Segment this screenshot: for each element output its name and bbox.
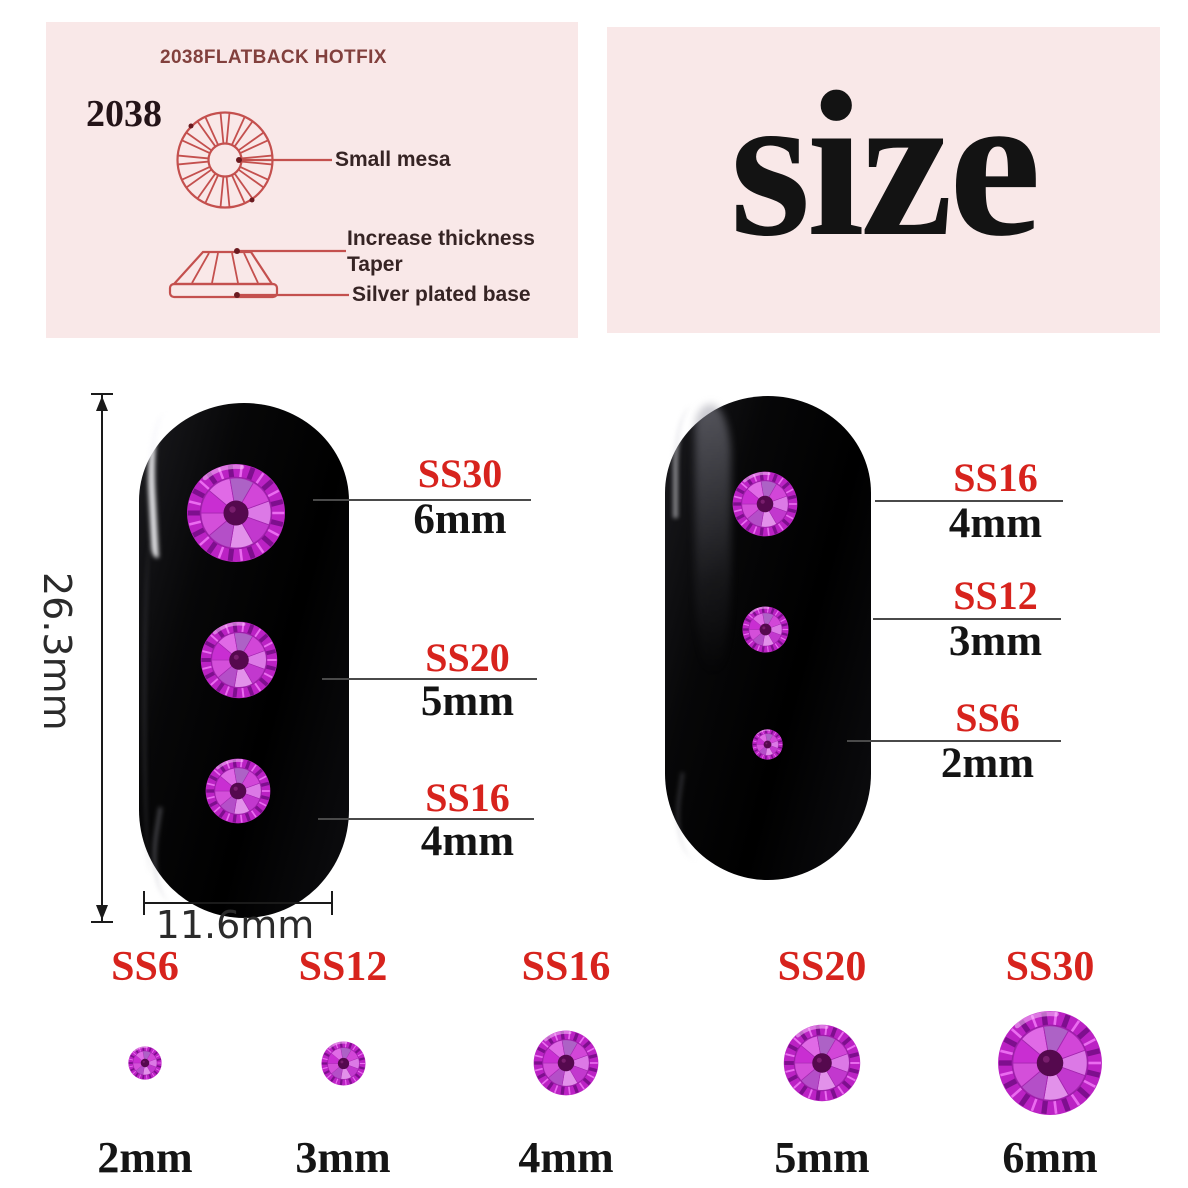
ss-size-label: SS6 xyxy=(111,944,179,990)
mm-size-label: 4mm xyxy=(948,500,1043,547)
mm-size-label: 6mm xyxy=(1002,1133,1098,1182)
ss-size-label: SS12 xyxy=(953,573,1038,618)
nail-highlight xyxy=(143,543,158,873)
small-mesa-label: Small mesa xyxy=(335,148,451,171)
nail-highlight xyxy=(673,406,706,518)
callout-line xyxy=(322,678,537,680)
mm-size-label: 3mm xyxy=(948,618,1043,665)
callout-line xyxy=(875,500,1063,502)
nail-highlight xyxy=(695,404,731,674)
mm-size-label: 3mm xyxy=(295,1133,391,1182)
ss-size-label: SS16 xyxy=(521,944,611,990)
callout-line xyxy=(318,818,534,820)
callout-line xyxy=(873,618,1061,620)
rhinestone-gem xyxy=(533,1030,599,1096)
mm-size-label: 2mm xyxy=(97,1133,193,1182)
diagram-dots xyxy=(188,123,255,298)
nail-width-label: 11.6mm xyxy=(155,903,315,947)
ss-size-label: SS6 xyxy=(955,695,1020,740)
mm-size-label: 2mm xyxy=(940,740,1035,787)
side-view-facet-lines xyxy=(191,252,259,284)
wheel-spokes xyxy=(178,113,272,207)
rhinestone-gem xyxy=(997,1010,1103,1116)
mm-size-label: 4mm xyxy=(420,818,515,865)
model-number: 2038 xyxy=(86,93,162,135)
increase-thickness-label: Increase thickness xyxy=(347,227,535,250)
side-view-base-slab xyxy=(168,282,279,299)
nail-highlight xyxy=(669,772,724,863)
rhinestone-gem xyxy=(320,1040,366,1086)
ss-size-label: SS30 xyxy=(417,451,503,496)
ss-size-label: SS20 xyxy=(425,635,510,680)
silver-plated-base-label: Silver plated base xyxy=(352,283,531,306)
flatback-diagram-svg xyxy=(168,111,349,299)
ss-size-label: SS12 xyxy=(298,944,388,990)
size-heading-panel: size xyxy=(607,27,1160,333)
panel-title: 2038FLATBACK HOTFIX xyxy=(160,47,387,68)
side-view-crown xyxy=(171,250,275,286)
nail-height-label: 26.3mm xyxy=(35,572,79,731)
mm-size-label: 6mm xyxy=(413,496,507,543)
rhinestone-gem xyxy=(128,1046,162,1080)
mm-size-label: 5mm xyxy=(774,1133,870,1182)
mm-size-label: 4mm xyxy=(518,1133,614,1182)
mm-size-label: 5mm xyxy=(420,678,515,725)
rhinestone-gem xyxy=(783,1024,861,1102)
ss-size-label: SS20 xyxy=(777,944,867,990)
ss-size-label: SS16 xyxy=(425,775,510,820)
callout-line xyxy=(313,499,531,501)
dimension-line xyxy=(143,902,333,904)
nail-highlight xyxy=(144,806,204,906)
ss-size-label: SS16 xyxy=(953,455,1038,500)
right-nail xyxy=(665,396,871,880)
size-heading: size xyxy=(729,48,1041,279)
flatback-diagram-panel: 2038FLATBACK HOTFIX 2038 xyxy=(46,22,578,338)
left-nail xyxy=(139,403,349,918)
height-dimension-line xyxy=(91,393,113,923)
taper-label: Taper xyxy=(347,253,403,276)
nail-highlight xyxy=(144,411,193,558)
ss-size-label: SS30 xyxy=(1005,944,1095,990)
callout-line xyxy=(847,740,1061,742)
